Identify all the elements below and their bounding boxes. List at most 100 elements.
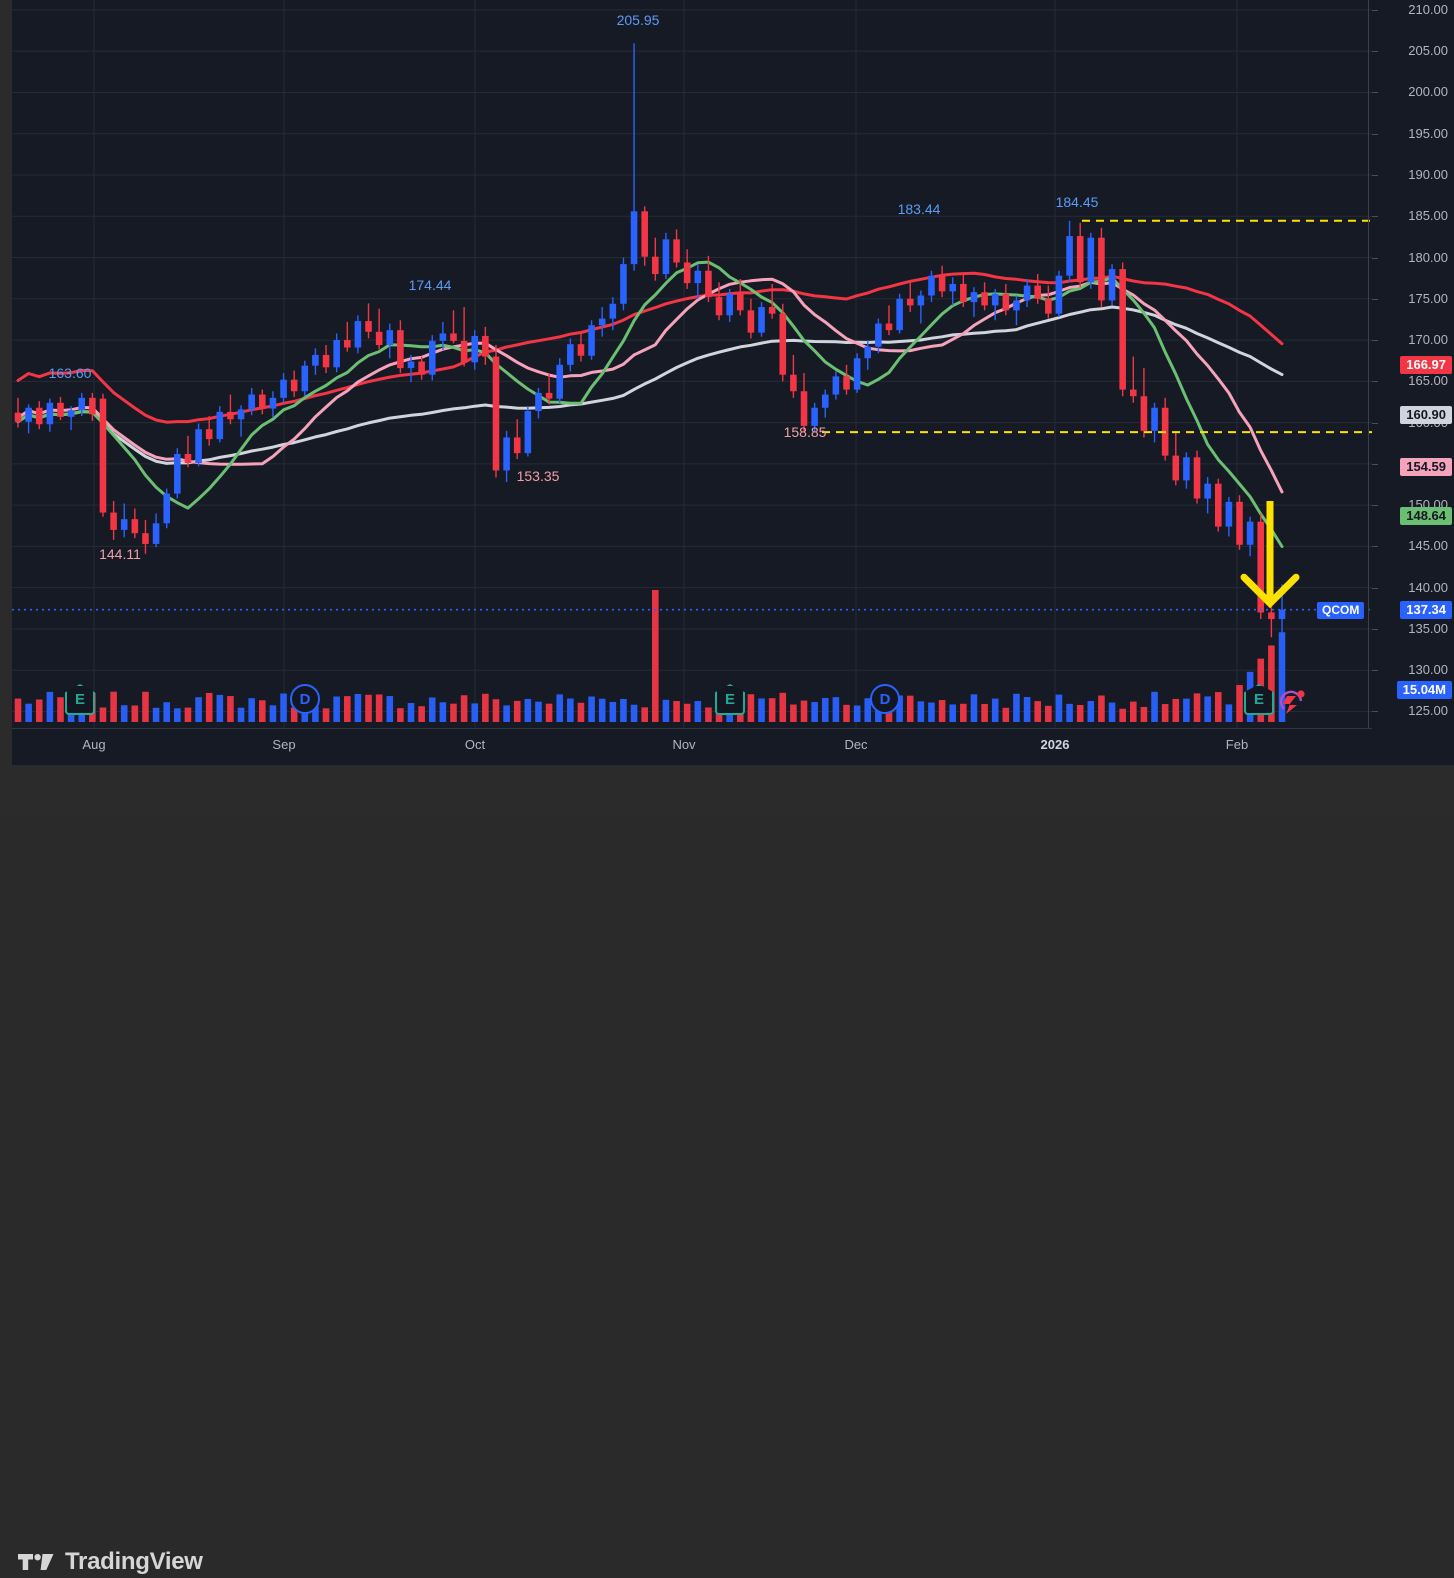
- candle-body: [1225, 501, 1233, 527]
- candle-body: [843, 376, 850, 390]
- candle-body: [57, 402, 64, 417]
- candle-body: [46, 402, 54, 425]
- ma-green-badge[interactable]: 148.64: [1400, 507, 1452, 526]
- volume-bar: [1002, 707, 1010, 722]
- down-arrow-head[interactable]: [1240, 573, 1300, 609]
- earnings-marker[interactable]: E: [715, 684, 745, 715]
- candle-body: [928, 275, 935, 296]
- time-axis-label: Dec: [844, 737, 868, 752]
- dividend-marker[interactable]: D: [870, 684, 900, 714]
- candle-body: [184, 453, 192, 464]
- price-axis-tick: 210.00: [1408, 1, 1448, 17]
- price-axis-tick: 180.00: [1408, 249, 1448, 265]
- candle-body: [1214, 483, 1222, 527]
- candle-body: [1140, 396, 1148, 431]
- candle-body: [1108, 269, 1116, 301]
- split-event-icon[interactable]: [1277, 685, 1307, 715]
- volume-bar: [205, 692, 213, 722]
- candle-body: [1076, 236, 1084, 283]
- earnings-marker[interactable]: E: [1244, 684, 1274, 715]
- candle-body: [35, 407, 43, 425]
- price-axis-tick-mark: [1372, 174, 1378, 176]
- volume-bar: [216, 694, 224, 722]
- volume-bar: [1278, 632, 1286, 722]
- candle-body: [1066, 236, 1073, 276]
- volume-bar: [949, 704, 957, 722]
- volume-bar: [960, 703, 967, 722]
- price-axis-tick-mark: [1372, 505, 1378, 507]
- volume-bar: [768, 698, 776, 722]
- low-label-158-85: 158.85: [783, 424, 827, 440]
- volume-bar: [758, 698, 765, 722]
- candle-body: [917, 295, 925, 306]
- volume-bar: [906, 695, 914, 722]
- volume-bar: [57, 697, 64, 722]
- volume-bar: [779, 692, 787, 722]
- ma-red-badge[interactable]: 166.97: [1400, 356, 1452, 375]
- candle-body: [280, 379, 287, 398]
- candle-body: [513, 437, 521, 454]
- candle-body: [333, 340, 340, 368]
- price-axis-tick-mark: [1372, 133, 1378, 135]
- volume-bar: [821, 697, 829, 722]
- price-axis-tick-mark: [1372, 670, 1378, 672]
- volume-bar: [397, 708, 404, 722]
- price-axis-tick-mark: [1372, 463, 1378, 465]
- symbol-tag[interactable]: QCOM: [1317, 601, 1365, 619]
- candlestick-plot: [12, 0, 1372, 728]
- dividend-icon: D: [290, 684, 320, 714]
- ma-gray-badge[interactable]: 160.90: [1400, 406, 1452, 425]
- candle-body: [78, 397, 86, 411]
- volume-bar: [790, 704, 797, 722]
- volume-bar: [1034, 701, 1041, 722]
- candle-body: [609, 303, 617, 319]
- volume-bar: [917, 701, 925, 722]
- volume-badge[interactable]: 15.04M: [1396, 681, 1452, 700]
- price-axis-tick-mark: [1372, 51, 1378, 53]
- time-axis-label: Sep: [272, 737, 296, 752]
- candle-body: [1236, 501, 1243, 545]
- dividend-marker[interactable]: D: [290, 684, 320, 714]
- chart-plot-area[interactable]: 163.60 144.11 174.44 153.35 205.95 183.44 184.…: [12, 0, 1372, 765]
- price-axis[interactable]: 210.00 205.00 200.00 195.00 190.00 185.00 180.…: [1372, 0, 1454, 765]
- volume-bar: [1236, 685, 1243, 722]
- volume-bar: [641, 707, 648, 722]
- candle-body: [885, 323, 893, 331]
- volume-bar: [556, 694, 564, 722]
- volume-bar: [853, 705, 861, 722]
- last-price-badge[interactable]: 137.34: [1400, 600, 1452, 619]
- candle-body: [259, 394, 266, 409]
- time-axis-label: Oct: [464, 737, 486, 752]
- candle-body: [269, 397, 277, 409]
- volume-bar: [938, 700, 946, 722]
- volume-bar: [1172, 698, 1180, 722]
- earnings-marker[interactable]: E: [65, 684, 95, 715]
- volume-bar: [184, 707, 192, 722]
- candle-body: [365, 321, 372, 332]
- candle-body: [535, 392, 542, 412]
- volume-bar: [683, 703, 691, 722]
- volume-bar: [343, 696, 351, 722]
- volume-bar: [386, 696, 394, 722]
- volume-bar: [1161, 704, 1169, 722]
- price-axis-tick: 175.00: [1408, 290, 1448, 306]
- candle-body: [598, 318, 606, 326]
- volume-bar: [843, 704, 850, 722]
- volume-bar: [142, 691, 149, 722]
- dividend-icon: D: [870, 684, 900, 714]
- volume-bar: [1268, 645, 1275, 722]
- candle-body: [630, 211, 638, 265]
- time-axis[interactable]: Aug Sep Oct Nov Dec 2026 Feb: [12, 728, 1372, 766]
- volume-bar: [1225, 704, 1233, 722]
- candle-body: [981, 292, 988, 306]
- candle-body: [1257, 521, 1265, 613]
- volume-bar: [609, 701, 617, 722]
- high-label-163-60: 163.60: [48, 365, 92, 381]
- candle-body: [567, 344, 574, 365]
- candle-body: [938, 275, 946, 292]
- candle-body: [545, 392, 553, 399]
- volume-bar: [811, 702, 818, 722]
- ma-pink-badge[interactable]: 154.59: [1400, 458, 1452, 477]
- volume-bar: [1119, 708, 1126, 722]
- volume-bar: [1140, 706, 1148, 722]
